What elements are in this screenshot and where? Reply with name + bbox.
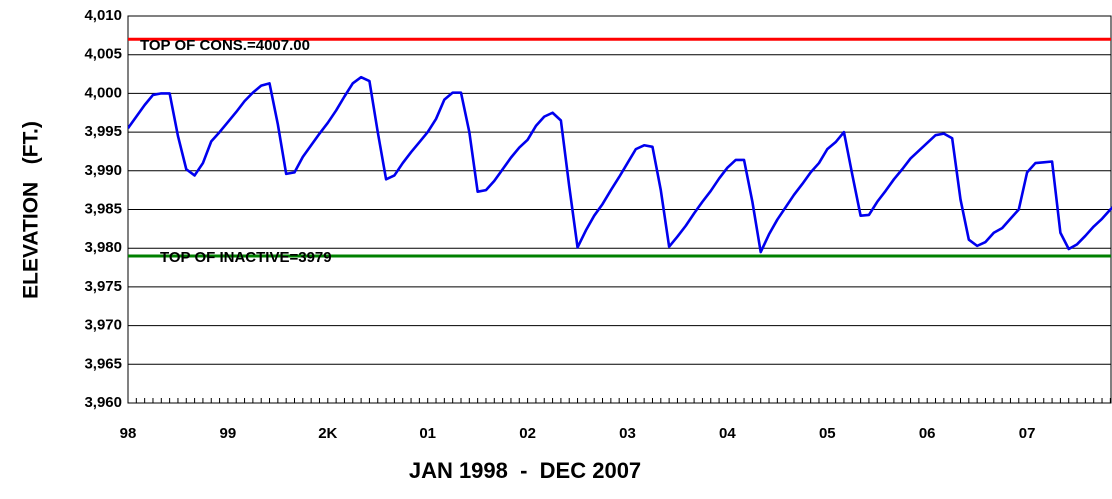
y-tick-label: 4,010 [84, 7, 122, 24]
x-tick-label: 01 [419, 425, 436, 442]
y-tick-label: 3,995 [84, 123, 122, 140]
y-tick-label: 3,980 [84, 239, 122, 256]
reference-label: TOP OF INACTIVE=3979 [160, 249, 332, 266]
x-tick-label: 05 [819, 425, 836, 442]
x-tick-label: 07 [1019, 425, 1036, 442]
y-tick-label: 3,990 [84, 162, 122, 179]
x-tick-label: 98 [120, 425, 137, 442]
x-tick-label: 04 [719, 425, 736, 442]
x-tick-label: 06 [919, 425, 936, 442]
x-tick-label: 2K [318, 425, 337, 442]
x-axis-title: JAN 1998 - DEC 2007 [409, 458, 641, 483]
y-tick-label: 3,970 [84, 317, 122, 334]
y-tick-label: 4,005 [84, 46, 122, 63]
y-tick-label: 3,960 [84, 394, 122, 411]
y-tick-label: 4,000 [84, 84, 122, 101]
reference-label: TOP OF CONS.=4007.00 [140, 37, 310, 54]
x-tick-label: 03 [619, 425, 636, 442]
y-tick-label: 3,975 [84, 278, 122, 295]
y-tick-label: 3,965 [84, 355, 122, 372]
plot-area [128, 75, 1112, 254]
x-tick-label: 99 [220, 425, 237, 442]
y-axis-title: ELEVATION (FT.) [20, 121, 43, 299]
data-line [128, 75, 1112, 254]
y-tick-label: 3,985 [84, 200, 122, 217]
x-tick-label: 02 [519, 425, 536, 442]
